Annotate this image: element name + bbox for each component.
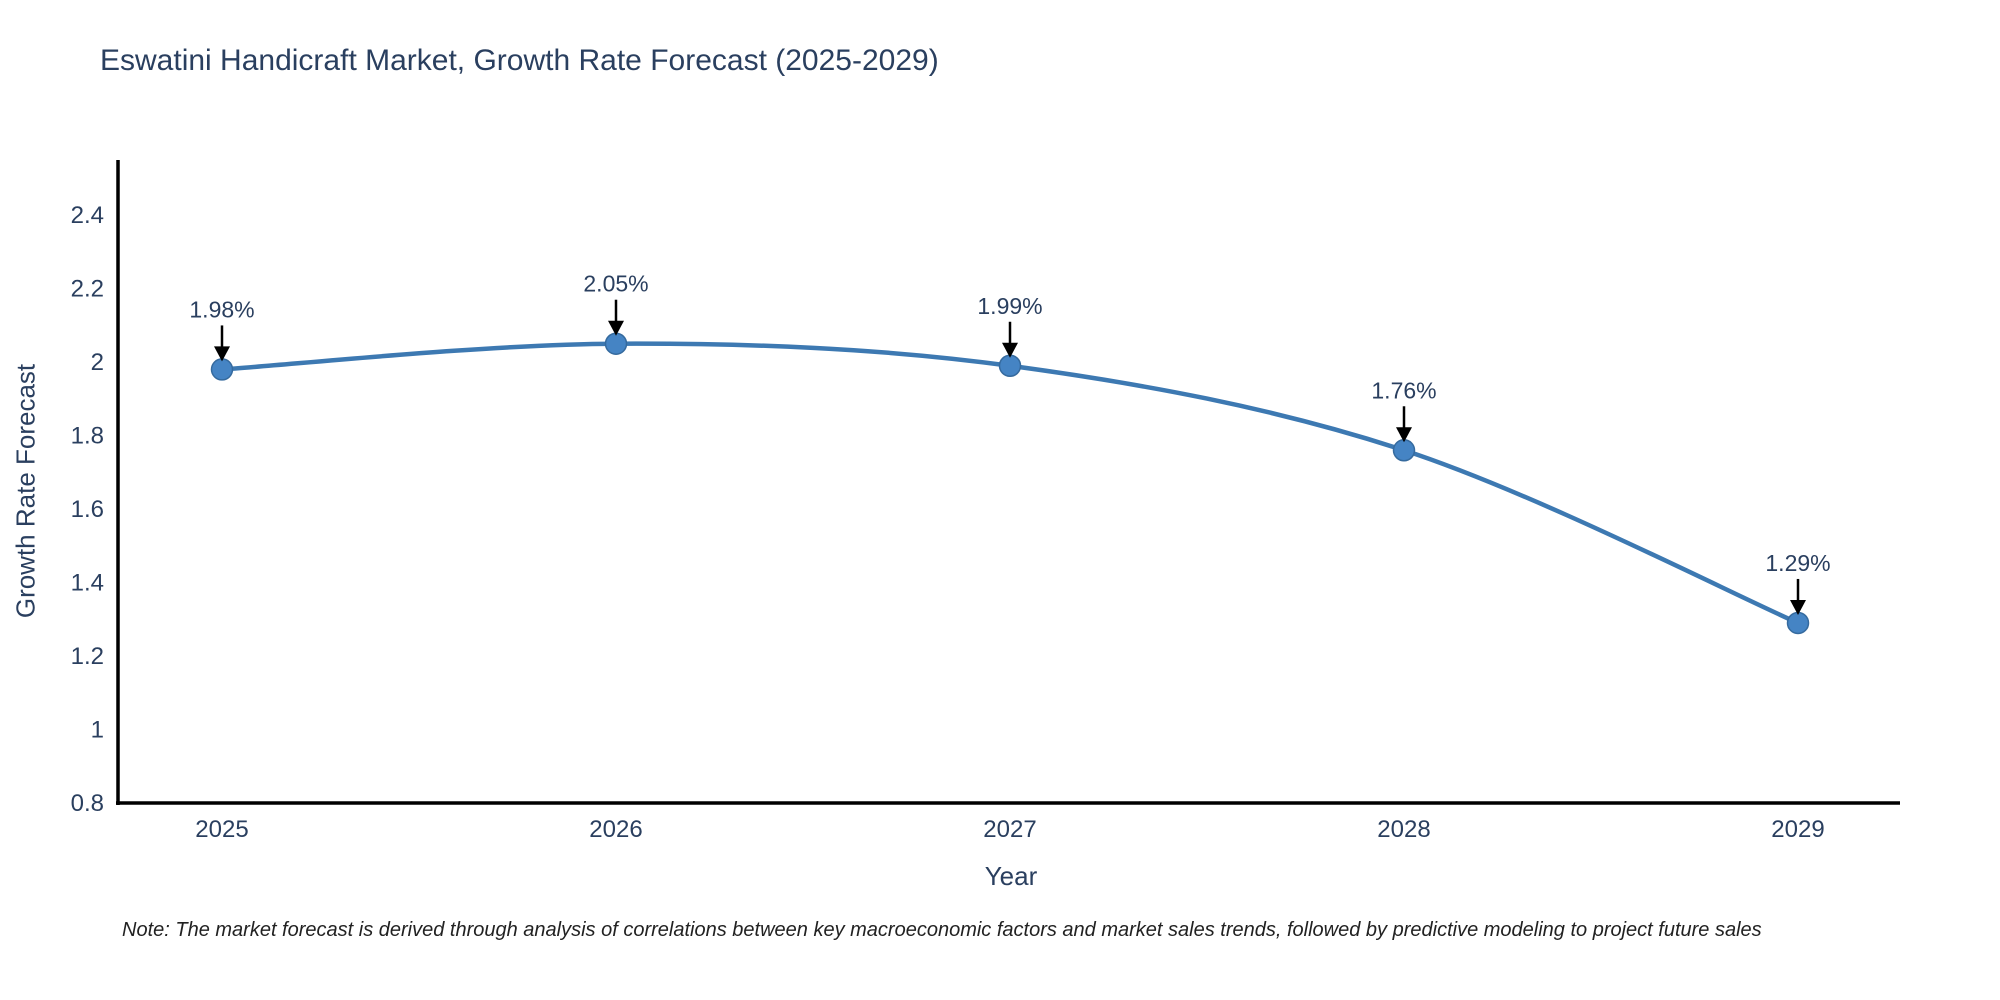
chart-title: Eswatini Handicraft Market, Growth Rate … [100, 44, 939, 77]
data-point-marker [998, 354, 1022, 378]
y-tick-label: 1.6 [71, 496, 104, 523]
y-tick-label: 2.4 [71, 202, 104, 229]
y-tick-label: 1.4 [71, 570, 104, 597]
y-tick-label: 1.8 [71, 423, 104, 450]
annotation-label: 1.98% [189, 296, 254, 322]
y-tick-label: 2 [91, 349, 104, 376]
y-tick-label: 0.8 [71, 790, 104, 817]
annotation-label: 1.99% [977, 293, 1042, 319]
chart-footnote: Note: The market forecast is derived thr… [122, 919, 1762, 941]
annotation-label: 1.29% [1765, 550, 1830, 576]
x-tick-label: 2029 [1771, 816, 1824, 843]
y-tick-label: 2.2 [71, 276, 104, 303]
forecast-line [219, 341, 1801, 626]
annotation-label: 2.05% [583, 271, 648, 297]
annotation-label: 1.76% [1371, 377, 1436, 403]
x-tick-label: 2027 [983, 816, 1036, 843]
x-tick-label: 2025 [195, 816, 248, 843]
data-point-marker [604, 332, 628, 355]
annotation-arrowhead [608, 320, 624, 336]
x-tick-label: 2026 [589, 816, 642, 843]
annotation-arrowhead [214, 346, 230, 362]
y-tick-label: 1 [91, 717, 104, 744]
data-point-marker [1786, 611, 1810, 635]
x-axis-title: Year [984, 861, 1038, 891]
annotation-arrowhead [1790, 599, 1806, 615]
annotation-arrowhead [1002, 342, 1018, 358]
x-tick-label: 2028 [1377, 816, 1430, 843]
y-tick-label: 1.2 [71, 643, 104, 670]
annotation-arrowhead [1396, 427, 1412, 443]
data-point-marker [1392, 439, 1416, 462]
data-point-marker [210, 358, 234, 381]
